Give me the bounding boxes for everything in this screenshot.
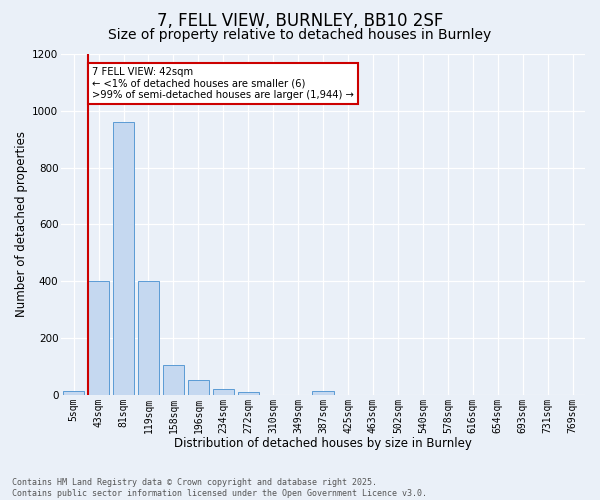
Y-axis label: Number of detached properties: Number of detached properties [15,132,28,318]
Text: 7, FELL VIEW, BURNLEY, BB10 2SF: 7, FELL VIEW, BURNLEY, BB10 2SF [157,12,443,30]
Text: Contains HM Land Registry data © Crown copyright and database right 2025.
Contai: Contains HM Land Registry data © Crown c… [12,478,427,498]
Text: Size of property relative to detached houses in Burnley: Size of property relative to detached ho… [109,28,491,42]
Bar [138,281,159,395]
Bar [163,365,184,395]
Bar [63,392,84,395]
Bar [113,122,134,395]
X-axis label: Distribution of detached houses by size in Burnley: Distribution of detached houses by size … [174,437,472,450]
Bar [188,380,209,395]
Text: 7 FELL VIEW: 42sqm
← <1% of detached houses are smaller (6)
>99% of semi-detache: 7 FELL VIEW: 42sqm ← <1% of detached hou… [92,67,353,100]
Bar [88,281,109,395]
Bar [238,392,259,395]
Bar [213,389,234,395]
Bar [313,392,334,395]
